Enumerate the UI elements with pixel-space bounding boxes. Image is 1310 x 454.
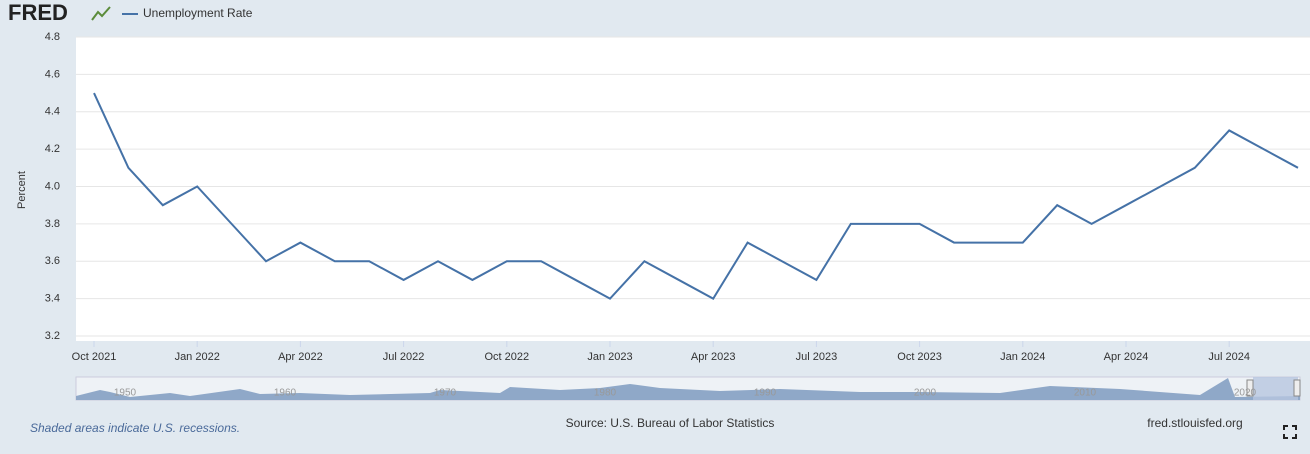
y-tick-label: 4.2 — [45, 143, 60, 155]
navigator-handle[interactable] — [1246, 379, 1254, 397]
recession-note: Shaded areas indicate U.S. recessions. — [30, 421, 240, 435]
navigator-label: 2010 — [1074, 388, 1097, 399]
navigator-label: 1970 — [434, 388, 457, 399]
y-tick-label: 3.8 — [45, 218, 60, 230]
navigator-label: 2020 — [1234, 388, 1257, 399]
navigator-label: 1980 — [594, 388, 617, 399]
y-tick-label: 4.0 — [45, 180, 60, 192]
series-line — [93, 92, 1299, 300]
y-tick-label: 3.4 — [45, 293, 60, 305]
x-tick-label: Jan 2023 — [587, 351, 632, 363]
y-tick-label: 4.6 — [45, 68, 60, 80]
x-tick-label: Oct 2021 — [72, 351, 117, 363]
logo-icon — [91, 6, 111, 21]
brand-logo: FRED — [8, 0, 68, 25]
x-tick-label: Oct 2022 — [484, 351, 529, 363]
y-tick-label: 3.6 — [45, 255, 60, 267]
x-tick-label: Jul 2023 — [796, 351, 838, 363]
fullscreen-button[interactable] — [1283, 425, 1297, 439]
plot-area — [76, 37, 1310, 341]
navigator-selection[interactable] — [1253, 377, 1298, 400]
site-link[interactable]: fred.stlouisfed.org — [1147, 416, 1242, 430]
source: Source: U.S. Bureau of Labor Statistics — [566, 416, 775, 430]
y-axis-label: Percent — [16, 171, 28, 209]
y-tick-label: 4.8 — [45, 31, 60, 43]
x-tick-label: Jul 2024 — [1208, 351, 1250, 363]
x-tick-label: Jan 2024 — [1000, 351, 1045, 363]
x-tick-label: Jul 2022 — [383, 351, 425, 363]
navigator-label: 1990 — [754, 388, 777, 399]
x-tick-label: Apr 2024 — [1104, 351, 1149, 363]
y-tick-label: 3.2 — [45, 330, 60, 342]
y-tick-label: 4.4 — [45, 106, 60, 118]
navigator-area — [76, 378, 1300, 400]
navigator-handle[interactable] — [1293, 379, 1301, 397]
x-tick-label: Oct 2023 — [897, 351, 942, 363]
legend-label: Unemployment Rate — [143, 6, 253, 20]
x-tick-label: Apr 2022 — [278, 351, 323, 363]
x-tick-label: Jan 2022 — [175, 351, 220, 363]
navigator-label: 1950 — [114, 388, 137, 399]
navigator-label: 1960 — [274, 388, 297, 399]
navigator-label: 2000 — [914, 388, 937, 399]
x-tick-label: Apr 2023 — [691, 351, 736, 363]
